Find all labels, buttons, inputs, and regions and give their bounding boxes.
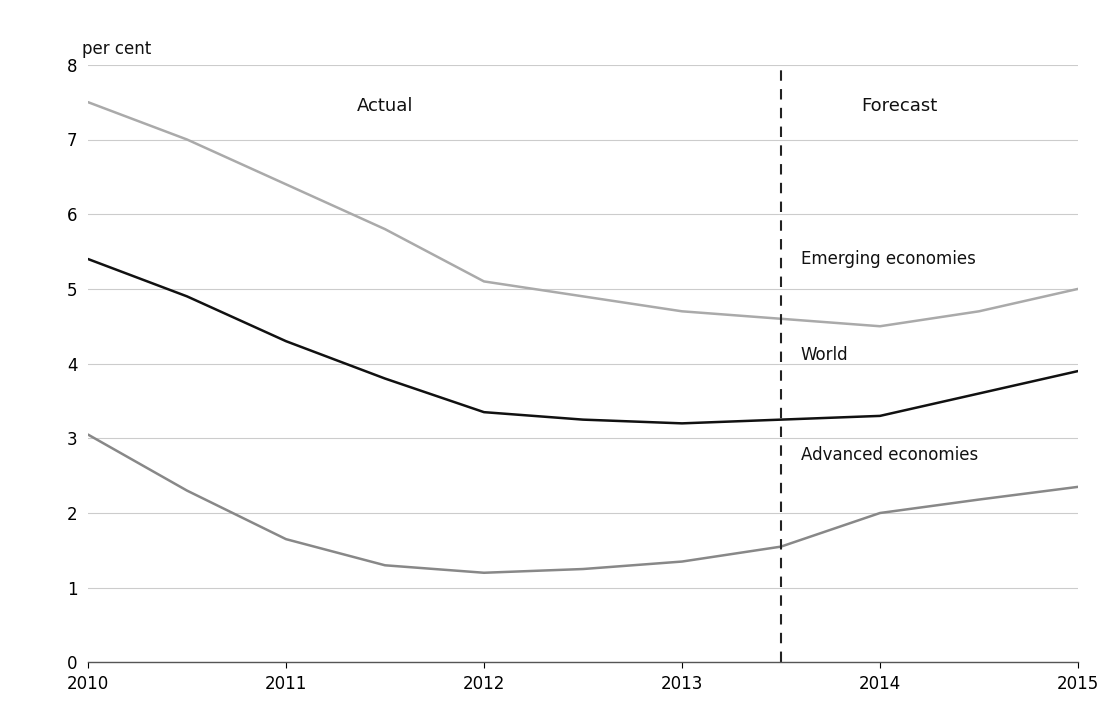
Text: World: World	[801, 346, 848, 364]
Text: per cent: per cent	[82, 40, 152, 58]
Text: Emerging economies: Emerging economies	[801, 250, 976, 268]
Text: Actual: Actual	[356, 97, 414, 115]
Text: Advanced economies: Advanced economies	[801, 446, 978, 464]
Text: Forecast: Forecast	[861, 97, 938, 115]
